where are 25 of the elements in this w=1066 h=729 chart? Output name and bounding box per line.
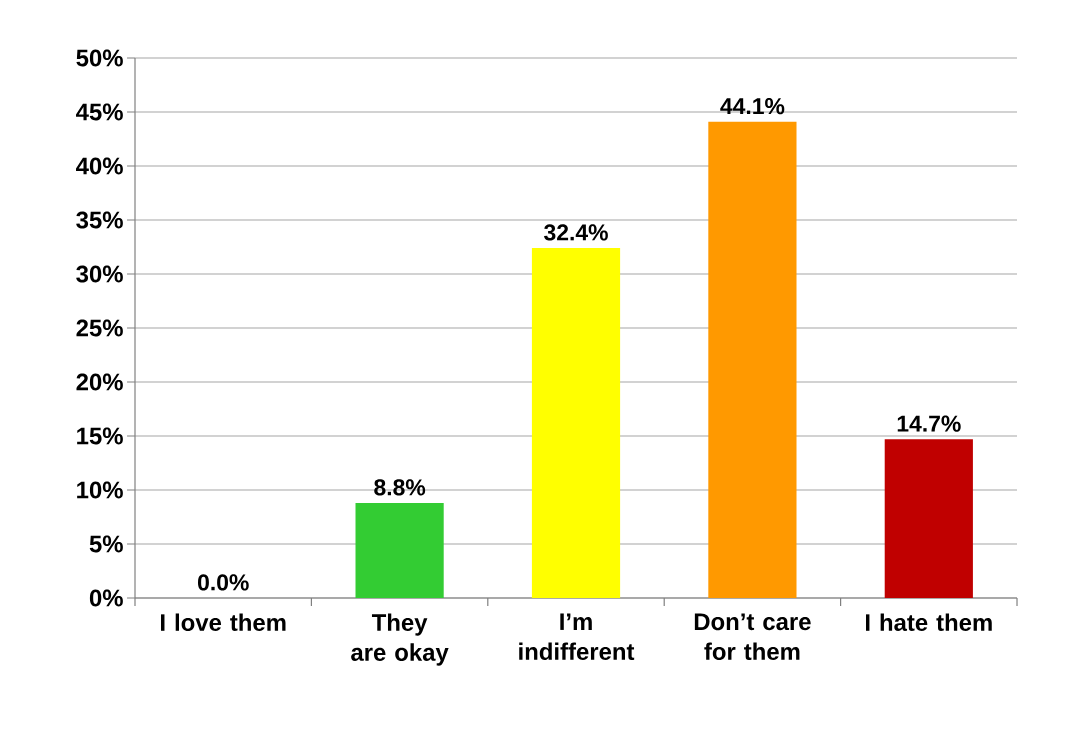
y-tick-label: 5%: [89, 535, 123, 553]
y-tick-label: 40%: [76, 157, 123, 175]
y-tick-label: 35%: [76, 211, 123, 229]
x-tick-label: They are okay: [351, 613, 449, 666]
data-label: 0.0%: [197, 574, 249, 591]
data-label: 32.4%: [544, 224, 608, 241]
x-tick-label: I hate them: [865, 613, 992, 632]
y-tick-label: 30%: [76, 265, 123, 283]
y-tick-label: 25%: [76, 319, 123, 337]
y-tick-label: 10%: [77, 481, 123, 499]
x-tick-label: I’m indifferent: [519, 613, 635, 661]
x-tick-label: Don’t care for them: [694, 613, 811, 661]
y-tick-label: 15%: [77, 427, 123, 445]
x-tick-label: I love them: [161, 613, 286, 632]
data-label: 44.1%: [720, 98, 785, 115]
data-label: 8.8%: [374, 479, 426, 496]
bar: [884, 439, 973, 598]
bar: [355, 502, 444, 598]
y-tick-label: 45%: [76, 103, 123, 121]
bar: [531, 248, 621, 598]
data-label: 14.7%: [897, 415, 961, 432]
y-tick-label: 20%: [76, 373, 123, 391]
bar: [708, 121, 797, 598]
y-tick-label: 50%: [76, 49, 123, 67]
y-tick-label: 0%: [89, 589, 123, 607]
